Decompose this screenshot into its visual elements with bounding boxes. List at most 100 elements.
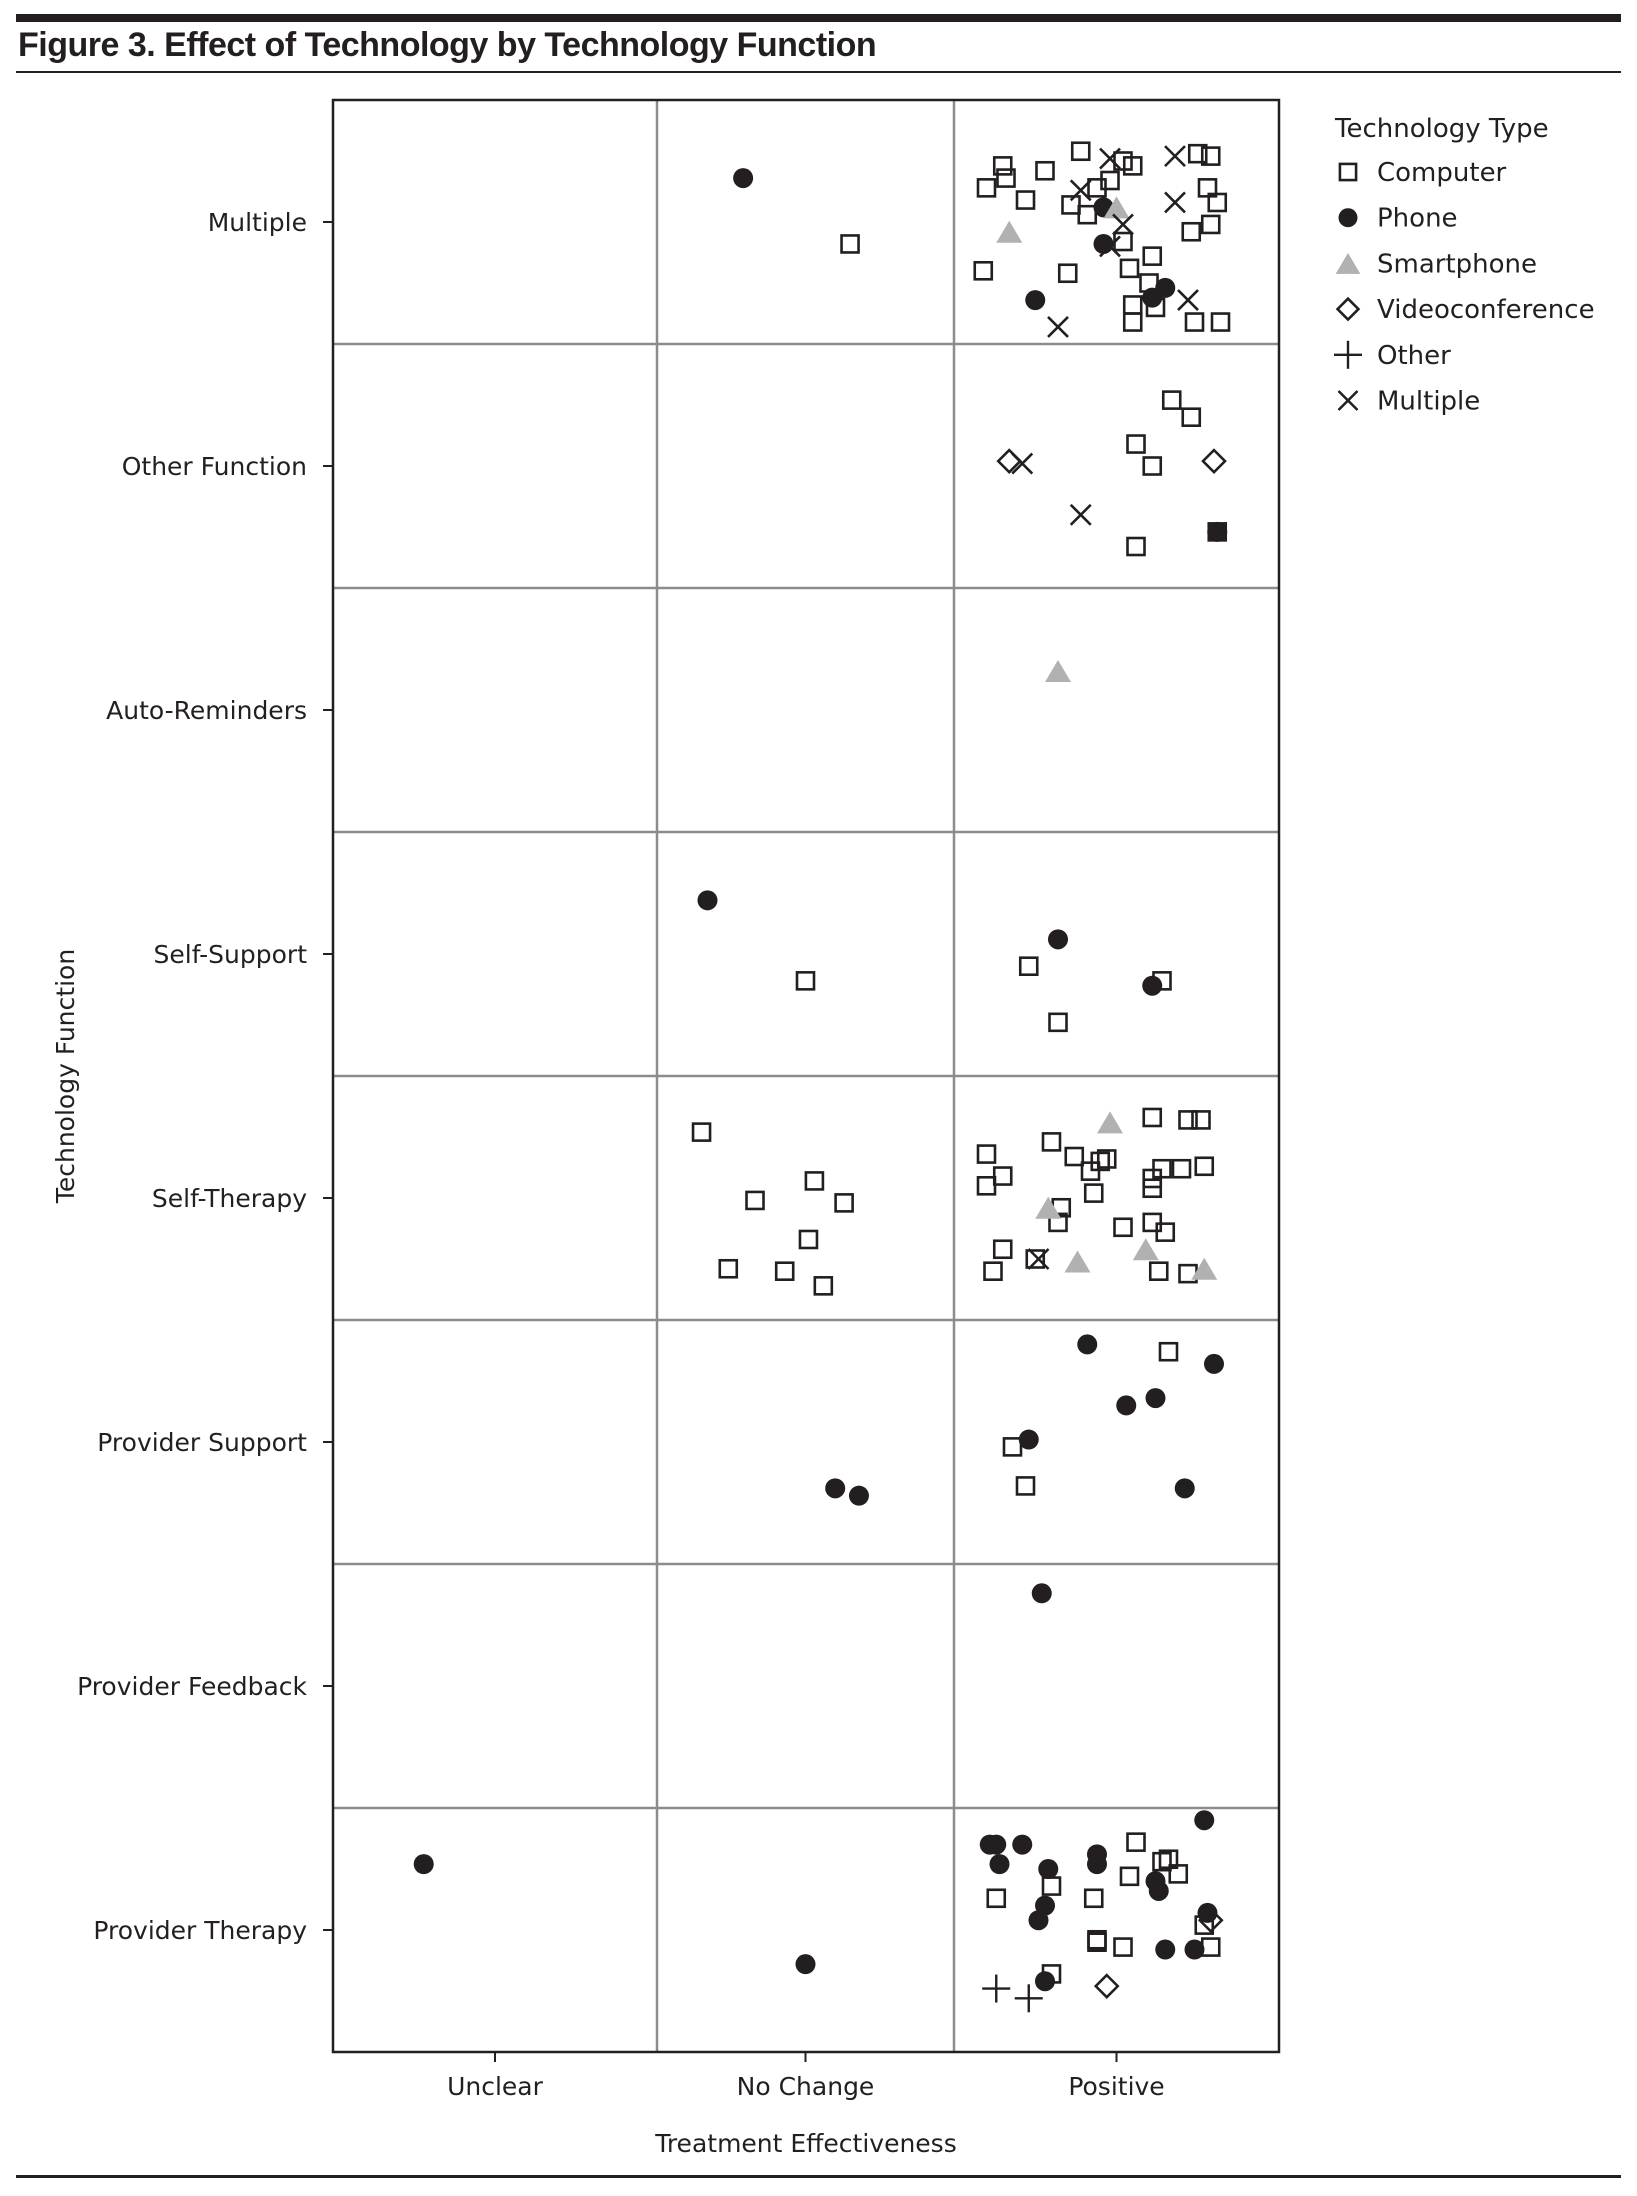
data-point-computer	[798, 1229, 819, 1250]
data-point-computer	[1194, 1156, 1215, 1177]
legend-computer-icon	[1338, 162, 1358, 182]
data-point-computer	[1126, 1832, 1146, 1852]
data-point-computer	[1041, 1876, 1062, 1896]
legend-item-computer: Computer	[1338, 158, 1507, 188]
x-axis-title: Treatment Effectiveness	[654, 2129, 957, 2158]
data-point-phone	[1116, 1395, 1137, 1416]
data-point-phone	[1093, 233, 1114, 254]
data-point-multiple	[1027, 1248, 1050, 1270]
data-point-videoconference	[1197, 1907, 1224, 1934]
data-point-computer	[1122, 295, 1143, 315]
data-point-computer	[1048, 1012, 1068, 1033]
data-point-computer	[1200, 1937, 1221, 1957]
y-tick-label: Other Function	[122, 452, 307, 481]
data-point-computer	[1200, 214, 1221, 235]
data-point-multiple	[1099, 235, 1121, 258]
data-point-computer	[1041, 1964, 1062, 1984]
data-point-computer	[691, 1122, 712, 1142]
data-point-computer	[1184, 312, 1205, 332]
data-point-computer	[834, 1193, 854, 1213]
data-point-phone	[825, 1478, 846, 1499]
data-point-computer	[745, 1190, 765, 1211]
x-axis: Unclear No Change Positive	[447, 2052, 1165, 2101]
data-point-phone	[1087, 1854, 1107, 1875]
data-point-computer	[1077, 204, 1098, 225]
data-point-computer	[1152, 1158, 1172, 1179]
legend-phone-icon	[1338, 208, 1358, 228]
data-point-multiple	[1112, 213, 1134, 236]
data-point-computer	[992, 1166, 1013, 1186]
data-point-phone	[1012, 1834, 1033, 1855]
data-point-computer	[1070, 141, 1091, 162]
data-point-phone	[1077, 1334, 1098, 1355]
data-point-phone	[1025, 290, 1046, 311]
figure-title: Figure 3. Effect of Technology by Techno…	[18, 26, 877, 64]
legend-label: Phone	[1377, 204, 1458, 234]
data-point-computer	[1083, 1888, 1104, 1909]
top-rule	[16, 14, 1621, 22]
data-point-computer	[1207, 192, 1228, 213]
y-tick-label: Auto-Reminders	[106, 696, 307, 725]
data-point-computer	[1161, 390, 1182, 410]
legend-other-icon	[1334, 340, 1362, 369]
y-tick-label: Provider Feedback	[77, 1672, 307, 1701]
data-point-computer	[1142, 246, 1163, 266]
data-point-phone	[1207, 521, 1228, 542]
legend-label: Other	[1377, 341, 1451, 371]
y-tick-label: Provider Support	[97, 1428, 307, 1457]
data-point-phone	[986, 1834, 1007, 1855]
data-point-computer	[1119, 1866, 1140, 1887]
data-point-computer	[795, 971, 816, 991]
data-point-phone	[1174, 1478, 1195, 1499]
data-point-computer	[1025, 1249, 1046, 1269]
data-point-multiple	[1069, 179, 1092, 202]
data-point-computer	[986, 1888, 1007, 1909]
data-point-smartphone	[1191, 1257, 1218, 1280]
data-point-multiple	[1099, 147, 1121, 170]
data-point-computer	[1057, 263, 1078, 284]
legend-label: Multiple	[1377, 387, 1480, 417]
data-point-smartphone	[1064, 1250, 1091, 1273]
data-point-multiple	[1047, 316, 1069, 338]
data-point-computer	[1126, 536, 1146, 557]
legend-item-multiple: Multiple	[1337, 387, 1480, 417]
data-point-phone	[697, 890, 718, 911]
data-point-computer	[1122, 312, 1143, 332]
legend-multiple-icon	[1337, 390, 1359, 411]
y-tick-label: Multiple	[208, 208, 307, 237]
data-point-phone	[1038, 1859, 1059, 1879]
data-point-computer	[1158, 1341, 1179, 1362]
data-point-computer	[1083, 1183, 1104, 1203]
data-point-computer	[1015, 190, 1036, 210]
legend-smartphone-icon	[1335, 252, 1361, 274]
data-point-phone	[1204, 1353, 1224, 1374]
data-point-computer	[1210, 312, 1231, 332]
data-point-smartphone	[1035, 1196, 1062, 1219]
data-point-phone	[1184, 1939, 1205, 1960]
data-point-smartphone	[1103, 196, 1130, 219]
data-point-computer	[1142, 1178, 1163, 1199]
data-point-multiple	[1011, 452, 1034, 475]
data-point-computer	[1087, 1929, 1107, 1950]
data-point-computer	[1181, 221, 1202, 242]
data-point-computer	[983, 1261, 1003, 1281]
legend: Technology Type Computer Phone Smartphone V…	[1334, 114, 1595, 417]
title-rule	[16, 71, 1621, 73]
data-point-smartphone	[1132, 1238, 1159, 1261]
data-point-computer	[718, 1258, 739, 1279]
data-point-computer	[1178, 1110, 1198, 1130]
data-point-multiple	[1069, 503, 1092, 526]
data-point-computer	[1191, 1110, 1211, 1130]
data-point-phone	[413, 1854, 434, 1875]
data-point-phone	[1194, 1810, 1215, 1831]
data-point-multiple	[1164, 145, 1186, 168]
legend-title: Technology Type	[1334, 114, 1549, 144]
data-point-computer	[804, 1171, 825, 1191]
bottom-rule	[16, 2175, 1621, 2178]
data-point-computer	[774, 1261, 795, 1281]
data-point-computer	[1035, 160, 1055, 181]
data-point-phone	[1031, 1583, 1052, 1604]
y-axis-title: Technology Function	[51, 949, 80, 1204]
legend-videoconference-icon	[1335, 296, 1361, 322]
data-point-videoconference	[1093, 1973, 1120, 1999]
